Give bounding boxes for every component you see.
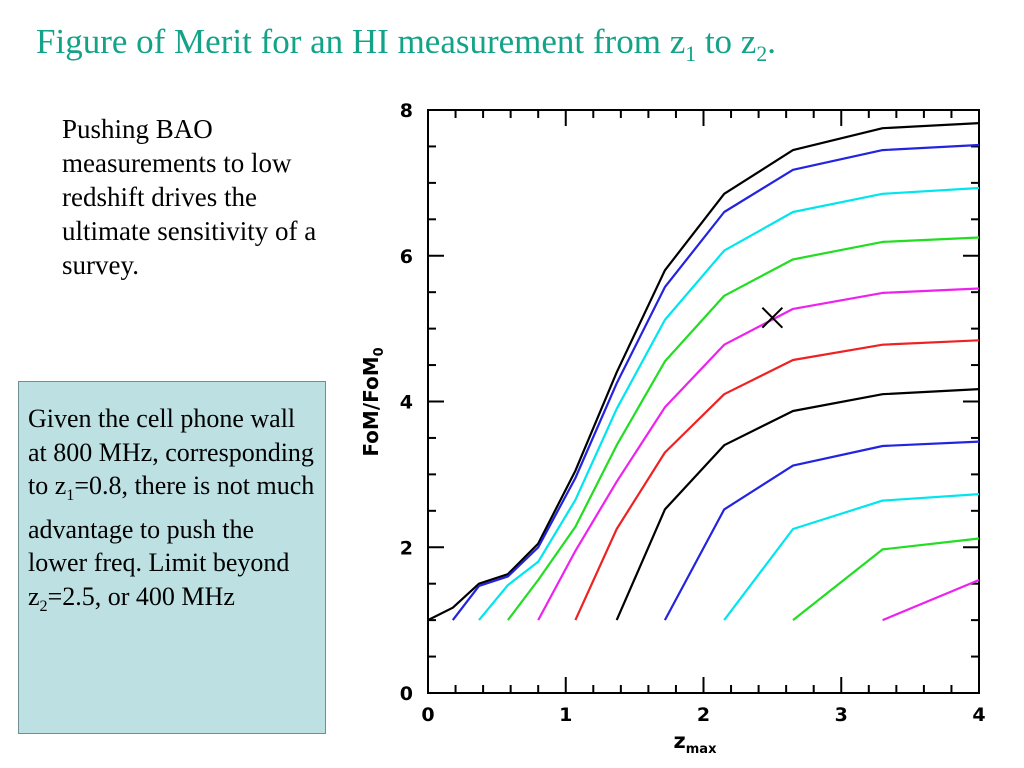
slide-title: Figure of Merit for an HI measurement fr… <box>36 22 776 66</box>
y-tick-label: 6 <box>400 246 413 268</box>
axis-ticks <box>427 109 980 694</box>
plot-frame <box>427 109 980 694</box>
series-line-4 <box>507 236 980 621</box>
series-line-1 <box>427 122 980 622</box>
y-axis-label: FoM/FoM0 <box>359 347 387 456</box>
series-line-11 <box>882 578 980 622</box>
series-line-8 <box>663 440 980 621</box>
x-tick-label: 3 <box>835 704 848 726</box>
series-line-7 <box>615 388 980 621</box>
series-line-2 <box>451 143 980 621</box>
y-tick-label: 2 <box>400 537 413 559</box>
note-box: Given the cell phone wall at 800 MHz, co… <box>18 381 326 734</box>
y-tick-label: 0 <box>400 683 413 705</box>
series-line-10 <box>792 537 980 621</box>
marker-x-stroke <box>761 306 784 329</box>
series-line-3 <box>478 186 980 621</box>
x-tick-label: 0 <box>421 704 434 726</box>
series-line-5 <box>537 287 980 621</box>
intro-text: Pushing BAO measurements to low redshift… <box>62 114 317 280</box>
tick-labels: 0 1 2 3 4 0 2 4 6 8 <box>400 100 986 726</box>
series-line-9 <box>723 493 980 621</box>
y-tick-label: 8 <box>400 100 413 122</box>
series-group <box>427 122 980 622</box>
x-tick-label: 4 <box>972 704 985 726</box>
y-tick-label: 4 <box>400 392 413 414</box>
x-axis-label: zmax <box>674 729 718 757</box>
series-line-6 <box>574 339 980 621</box>
x-tick-label: 2 <box>697 704 710 726</box>
x-tick-label: 1 <box>559 704 572 726</box>
marker-group <box>761 306 784 329</box>
